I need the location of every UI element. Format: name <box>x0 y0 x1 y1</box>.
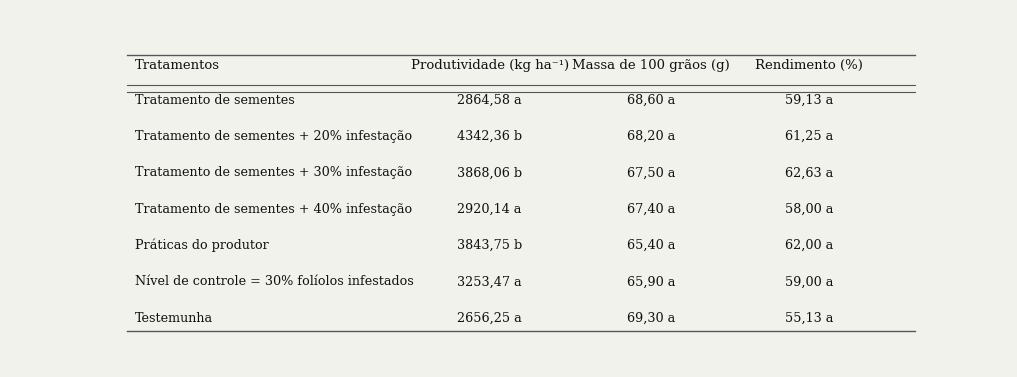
Text: Produtividade (kg ha⁻¹): Produtividade (kg ha⁻¹) <box>411 59 569 72</box>
Text: Tratamentos: Tratamentos <box>135 59 220 72</box>
Text: 55,13 a: 55,13 a <box>785 312 833 325</box>
Text: 2864,58 a: 2864,58 a <box>458 94 522 107</box>
Text: 69,30 a: 69,30 a <box>627 312 675 325</box>
Text: Tratamento de sementes: Tratamento de sementes <box>135 94 295 107</box>
Text: 3843,75 b: 3843,75 b <box>457 239 523 252</box>
Text: 58,00 a: 58,00 a <box>785 203 833 216</box>
Text: 61,25 a: 61,25 a <box>785 130 833 143</box>
Text: 2920,14 a: 2920,14 a <box>458 203 522 216</box>
Text: 59,13 a: 59,13 a <box>785 94 833 107</box>
Text: 65,90 a: 65,90 a <box>627 275 675 288</box>
Text: Tratamento de sementes + 20% infestação: Tratamento de sementes + 20% infestação <box>135 130 412 143</box>
Text: 3253,47 a: 3253,47 a <box>458 275 522 288</box>
Text: Práticas do produtor: Práticas do produtor <box>135 239 268 252</box>
Text: 3868,06 b: 3868,06 b <box>457 167 523 179</box>
Text: Massa de 100 grãos (g): Massa de 100 grãos (g) <box>573 59 730 72</box>
Text: Nível de controle = 30% folíolos infestados: Nível de controle = 30% folíolos infesta… <box>135 275 414 288</box>
Text: 67,50 a: 67,50 a <box>627 167 675 179</box>
Text: 2656,25 a: 2656,25 a <box>458 312 522 325</box>
Text: 4342,36 b: 4342,36 b <box>457 130 523 143</box>
Text: 59,00 a: 59,00 a <box>785 275 833 288</box>
Text: Tratamento de sementes + 30% infestação: Tratamento de sementes + 30% infestação <box>135 167 412 179</box>
Text: Tratamento de sementes + 40% infestação: Tratamento de sementes + 40% infestação <box>135 203 412 216</box>
Text: Testemunha: Testemunha <box>135 312 214 325</box>
Text: 65,40 a: 65,40 a <box>627 239 675 252</box>
Text: 62,63 a: 62,63 a <box>785 167 833 179</box>
Text: Rendimento (%): Rendimento (%) <box>755 59 862 72</box>
Text: 68,20 a: 68,20 a <box>627 130 675 143</box>
Text: 62,00 a: 62,00 a <box>785 239 833 252</box>
Text: 67,40 a: 67,40 a <box>627 203 675 216</box>
Text: 68,60 a: 68,60 a <box>627 94 675 107</box>
